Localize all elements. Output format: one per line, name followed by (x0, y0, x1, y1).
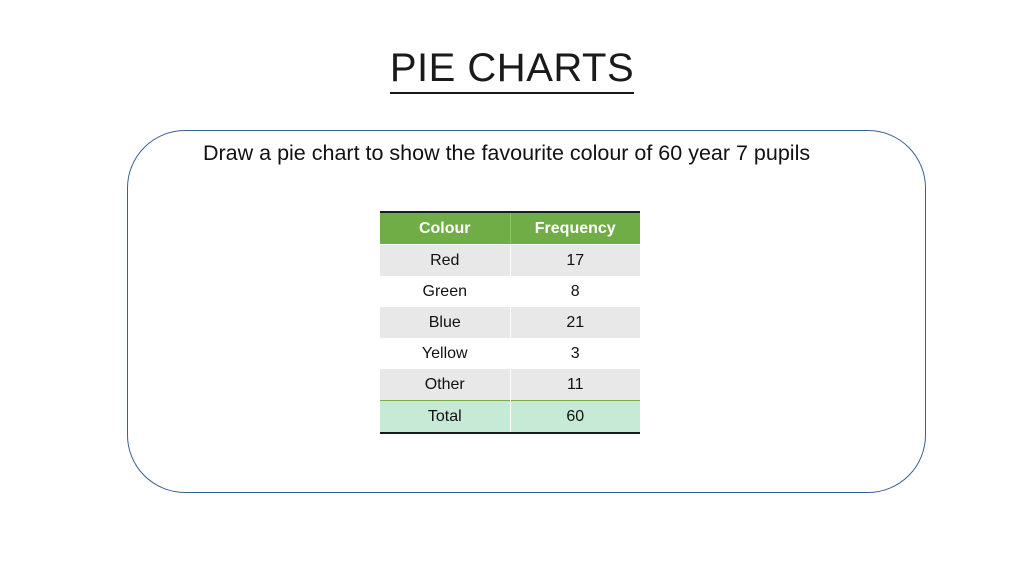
table-row: Blue 21 (380, 307, 640, 338)
header-colour: Colour (380, 211, 510, 245)
cell-frequency: 21 (509, 307, 640, 338)
total-label: Total (380, 400, 510, 434)
header-frequency: Frequency (509, 211, 640, 245)
table-total-row: Total 60 (380, 400, 640, 434)
cell-frequency: 11 (509, 369, 640, 401)
cell-colour: Other (380, 369, 510, 401)
frequency-table: Colour Frequency Red 17 Green 8 Blue 21 … (380, 211, 640, 434)
table-row: Other 11 (380, 369, 640, 401)
slide-title-text: PIE CHARTS (389, 46, 635, 94)
table-row: Yellow 3 (380, 338, 640, 369)
cell-frequency: 17 (509, 244, 640, 276)
table-header-row: Colour Frequency (380, 211, 640, 245)
cell-colour: Blue (380, 307, 510, 338)
total-value: 60 (509, 400, 640, 434)
slide-title: PIE CHARTS (0, 44, 1024, 94)
question-text: Draw a pie chart to show the favourite c… (203, 141, 811, 165)
cell-colour: Yellow (380, 338, 510, 369)
table-row: Red 17 (380, 244, 640, 276)
cell-colour: Green (380, 276, 510, 307)
content-box (127, 130, 926, 493)
cell-frequency: 8 (509, 276, 640, 307)
table-row: Green 8 (380, 276, 640, 307)
cell-frequency: 3 (509, 338, 640, 369)
cell-colour: Red (380, 244, 510, 276)
